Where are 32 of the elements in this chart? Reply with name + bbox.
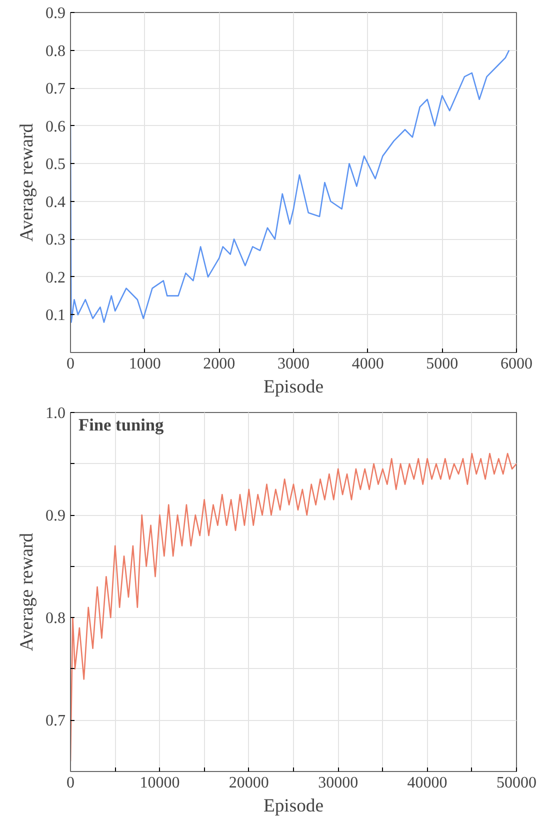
x-tick-label: 3000: [278, 356, 310, 372]
x-tick-label: 20000: [228, 774, 269, 792]
y-tick-label: 0.1: [46, 307, 66, 324]
x-tick-label: 40000: [407, 774, 448, 792]
y-tick-label: 0.8: [46, 42, 66, 60]
y-tick-label: 0.4: [46, 194, 66, 211]
x-tick-label: 0: [66, 774, 74, 792]
x-tick-label: 0: [66, 356, 74, 372]
y-tick-label: 0.9: [46, 5, 66, 22]
x-tick-label: 30000: [318, 774, 358, 792]
y-tick-label: 0.3: [46, 232, 66, 249]
x-tick-label: 10000: [140, 774, 180, 792]
x-axis-title: Episode: [263, 796, 324, 816]
x-axis-title: Episode: [263, 376, 324, 398]
y-tick-label: 0.2: [46, 269, 66, 286]
y-tick-label: 0.7: [46, 80, 66, 98]
y-tick-label: 0.8: [46, 610, 66, 628]
annotation: Fine tuning: [78, 416, 164, 434]
x-tick-label: 5000: [426, 356, 458, 372]
x-tick-label: 4000: [352, 356, 384, 372]
x-tick-label: 1000: [128, 356, 161, 372]
line-series: [70, 50, 510, 323]
x-tick-label: 2000: [203, 356, 236, 372]
y-tick-label: 0.7: [46, 712, 66, 730]
x-tick-label: 6000: [500, 356, 532, 372]
y-tick-label: 0.9: [46, 508, 66, 525]
y-axis-title: Average reward: [16, 532, 38, 652]
y-axis-title: Average reward: [16, 122, 38, 242]
y-tick-label: 1.0: [46, 405, 66, 422]
x-tick-label: 50000: [496, 774, 536, 792]
y-tick-label: 0.6: [46, 118, 66, 136]
y-tick-label: 0.5: [46, 156, 66, 174]
